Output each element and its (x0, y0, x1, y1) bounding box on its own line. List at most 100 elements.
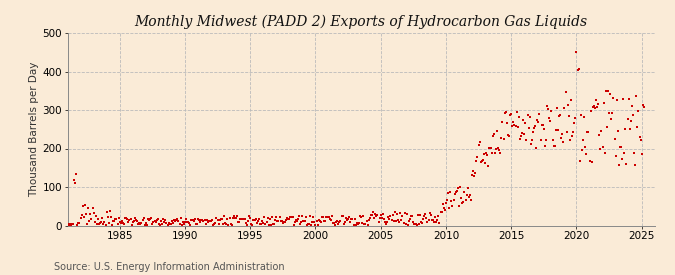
Point (76, 213, 87, 217)
Point (103, 221, 114, 225)
Point (263, 223, 274, 227)
Point (559, 106, 570, 111)
Point (487, 134, 498, 138)
Point (82, 221, 92, 226)
Point (620, 127, 630, 131)
Point (407, 214, 418, 218)
Point (386, 218, 397, 223)
Point (539, 144, 550, 149)
Point (226, 222, 237, 227)
Point (592, 105, 603, 109)
Point (158, 217, 169, 221)
Point (522, 113, 533, 117)
Point (299, 219, 310, 224)
Point (298, 219, 309, 224)
Point (246, 222, 256, 226)
Point (352, 222, 363, 227)
Point (296, 220, 306, 224)
Point (329, 220, 340, 225)
Point (573, 67, 584, 71)
Point (495, 150, 506, 155)
Point (182, 220, 192, 224)
Point (598, 101, 609, 105)
Point (122, 217, 133, 221)
Point (319, 219, 329, 223)
Point (105, 209, 115, 213)
Point (248, 218, 259, 222)
Point (327, 221, 338, 225)
Point (292, 219, 302, 223)
Point (65, 223, 76, 228)
Point (153, 221, 164, 226)
Point (550, 128, 561, 132)
Point (506, 111, 516, 116)
Point (377, 216, 387, 220)
Point (165, 221, 176, 226)
Point (452, 186, 463, 191)
Y-axis label: Thousand Barrels per Day: Thousand Barrels per Day (30, 62, 40, 197)
Point (111, 217, 122, 221)
Point (297, 214, 308, 219)
Point (269, 222, 279, 226)
Point (99, 220, 110, 224)
Point (254, 222, 265, 226)
Point (491, 129, 502, 133)
Point (575, 113, 586, 117)
Point (576, 147, 587, 152)
Point (578, 115, 589, 120)
Point (591, 98, 601, 102)
Point (294, 214, 304, 218)
Point (223, 223, 234, 227)
Point (224, 216, 235, 220)
Point (541, 138, 551, 142)
Point (617, 156, 628, 161)
Point (208, 223, 219, 227)
Point (519, 132, 530, 136)
Point (178, 222, 189, 227)
Point (541, 104, 552, 108)
Point (456, 196, 466, 200)
Point (466, 173, 477, 177)
Point (593, 102, 603, 106)
Point (395, 210, 406, 215)
Point (185, 223, 196, 227)
Point (375, 212, 386, 217)
Point (157, 221, 167, 226)
Point (572, 68, 583, 72)
Point (555, 112, 566, 117)
Point (358, 214, 369, 219)
Point (114, 220, 125, 224)
Point (450, 191, 460, 196)
Point (225, 222, 236, 226)
Point (546, 109, 557, 113)
Point (199, 218, 210, 222)
Point (402, 223, 413, 227)
Point (62, 222, 73, 226)
Point (190, 222, 201, 227)
Point (88, 211, 99, 215)
Point (318, 214, 329, 219)
Point (352, 221, 362, 226)
Point (535, 138, 546, 142)
Point (195, 219, 206, 224)
Point (391, 219, 402, 224)
Point (138, 216, 149, 220)
Point (133, 222, 144, 226)
Point (293, 217, 304, 221)
Point (258, 221, 269, 225)
Point (468, 169, 479, 174)
Point (425, 213, 436, 217)
Point (140, 221, 151, 225)
Point (160, 218, 171, 222)
Point (134, 221, 144, 226)
Point (618, 97, 628, 101)
Point (512, 125, 523, 129)
Point (628, 113, 639, 117)
Point (480, 161, 491, 165)
Point (279, 220, 290, 225)
Point (614, 145, 625, 149)
Point (94, 222, 105, 226)
Point (441, 198, 452, 202)
Point (466, 198, 477, 202)
Point (582, 130, 593, 134)
